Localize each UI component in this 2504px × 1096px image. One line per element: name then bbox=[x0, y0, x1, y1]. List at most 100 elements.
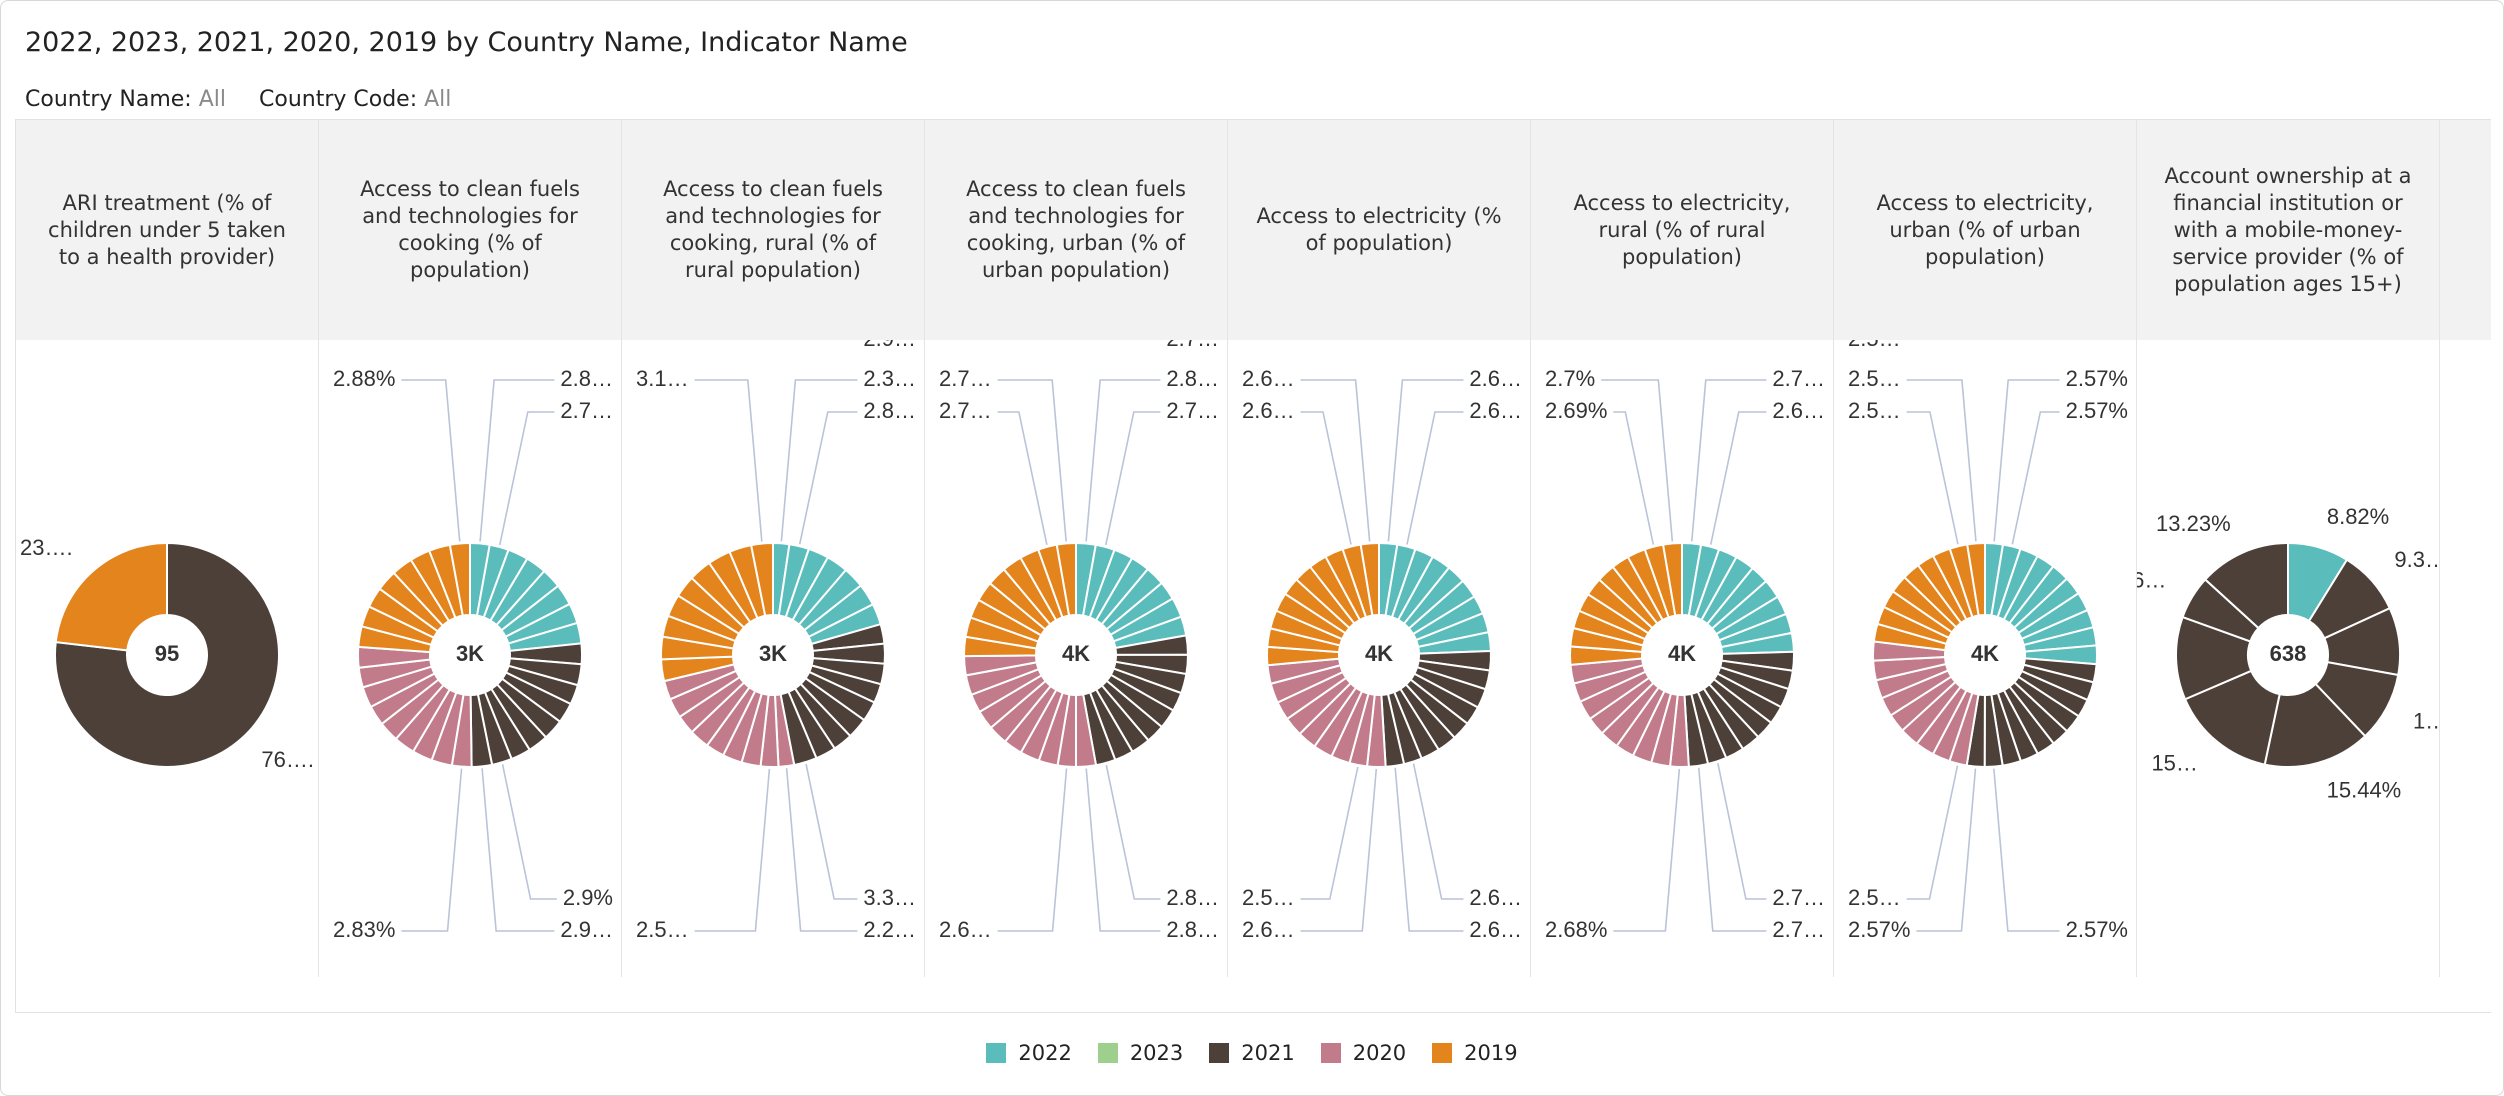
donut-chart: 95 76…. 23…. bbox=[20, 535, 314, 772]
chart-column: Access to electricity, urban (% of urban… bbox=[1834, 120, 2137, 977]
leader-line bbox=[1709, 411, 1767, 545]
center-label: 4K bbox=[1668, 641, 1696, 666]
value-label: 2.57% bbox=[2066, 398, 2128, 423]
legend-label: 2022 bbox=[1018, 1041, 1072, 1065]
value-label: 2.8… bbox=[560, 366, 613, 391]
leader-line bbox=[1906, 765, 1959, 900]
legend-swatch bbox=[1432, 1043, 1453, 1063]
chart-column: ARI treatment (% of children under 5 tak… bbox=[16, 120, 319, 977]
value-label: 2.6… bbox=[1242, 366, 1295, 391]
leader-line bbox=[501, 764, 557, 900]
donut-hole bbox=[733, 615, 813, 695]
value-label: 2.5… bbox=[1848, 885, 1901, 910]
donut-hole bbox=[1945, 615, 2025, 695]
value-label: 2.6… bbox=[1242, 398, 1295, 423]
legend-label: 2019 bbox=[1464, 1041, 1518, 1065]
chart-column: Access to electricity, rural (% of rural… bbox=[1531, 120, 1834, 977]
value-label: 2.5… bbox=[1848, 366, 1901, 391]
donut-chart: 3K 2.3… 2.8… 2.2… 3.3… 2.9… 2.5… 3.1… bbox=[636, 326, 916, 942]
value-label: 2.9% bbox=[563, 885, 613, 910]
donut-chart: 4K 2.7… 2.6… 2.7… 2.7… 2.68% 2.7% 2.69% bbox=[1545, 366, 1825, 942]
filter-value[interactable]: All bbox=[198, 87, 226, 112]
chart-column: Access to clean fuels and technologies f… bbox=[319, 120, 622, 977]
value-label: 2.68% bbox=[1545, 917, 1607, 942]
center-label: 3K bbox=[456, 641, 484, 666]
legend-item: 2020 bbox=[1320, 1041, 1406, 1065]
chart-title: Access to electricity (% of population) bbox=[1256, 204, 1502, 255]
center-label: 4K bbox=[1971, 641, 1999, 666]
leader-line bbox=[805, 763, 858, 900]
chart-title: Access to electricity, urban (% of urban… bbox=[1876, 190, 2094, 269]
value-label: 9.3… bbox=[2394, 547, 2439, 572]
page-title: 2022, 2023, 2021, 2020, 2019 by Country … bbox=[25, 27, 908, 58]
leader-line bbox=[1906, 411, 1959, 545]
leader-line bbox=[1406, 411, 1464, 545]
leader-line bbox=[1394, 767, 1464, 932]
leader-line bbox=[1993, 379, 2060, 542]
value-label: 8.82% bbox=[2327, 504, 2389, 529]
value-label: 2.57% bbox=[1848, 917, 1910, 942]
leader-line bbox=[1601, 379, 1674, 542]
value-label: 2.7… bbox=[939, 398, 992, 423]
value-label: 2.6… bbox=[1242, 917, 1295, 942]
value-label: 2.69% bbox=[1545, 398, 1607, 423]
leader-line bbox=[1717, 763, 1767, 900]
donut-hole bbox=[127, 615, 207, 695]
value-label: 2.8… bbox=[1166, 917, 1219, 942]
leader-line bbox=[498, 411, 555, 546]
filter-value[interactable]: All bbox=[424, 87, 452, 112]
center-label: 638 bbox=[2270, 641, 2307, 666]
leader-line bbox=[1613, 768, 1681, 932]
leader-line bbox=[997, 411, 1048, 545]
leader-line bbox=[481, 768, 555, 932]
value-label: 2.2… bbox=[863, 917, 916, 942]
leader-line bbox=[1085, 768, 1161, 932]
leader-line bbox=[694, 768, 771, 932]
chart-title: Access to clean fuels and technologies f… bbox=[663, 177, 883, 282]
leader-line bbox=[2011, 411, 2060, 545]
chart-column: Access to electricity (% of population) 4… bbox=[1228, 120, 1531, 977]
leader-line bbox=[1697, 767, 1767, 932]
chart-title: Account ownership at a financial institu… bbox=[2164, 163, 2412, 296]
leader-line bbox=[1387, 379, 1464, 542]
legend-swatch bbox=[1320, 1043, 1341, 1063]
value-label: 2.7… bbox=[1772, 917, 1825, 942]
value-label: 2.83% bbox=[333, 917, 395, 942]
center-label: 95 bbox=[155, 641, 179, 666]
chart-title: Access to clean fuels and technologies f… bbox=[360, 177, 580, 282]
value-label: 3.1… bbox=[636, 366, 689, 391]
value-label: 6… bbox=[2137, 567, 2166, 592]
value-label: 15.44% bbox=[2327, 777, 2402, 802]
leader-line bbox=[1916, 768, 1977, 932]
value-label: 23…. bbox=[20, 535, 73, 560]
filter-bar: Country Name: All Country Code: All bbox=[25, 87, 477, 112]
value-label: 2.7… bbox=[560, 398, 613, 423]
value-label: 2.7… bbox=[1166, 340, 1219, 351]
leader-line bbox=[1105, 411, 1161, 546]
leader-line bbox=[401, 768, 463, 932]
leader-line bbox=[1300, 768, 1378, 932]
value-label: 2.6… bbox=[939, 917, 992, 942]
chart-title: Access to electricity, rural (% of rural… bbox=[1573, 190, 1791, 269]
donut-hole bbox=[1036, 615, 1116, 695]
legend-label: 2023 bbox=[1129, 1041, 1184, 1065]
leader-line bbox=[1690, 379, 1767, 542]
leader-line bbox=[694, 379, 763, 542]
leader-line bbox=[1993, 768, 2060, 932]
legend: 2022 2023 2021 2020 2019 bbox=[1, 1041, 2503, 1065]
value-label: 2.6… bbox=[1469, 885, 1522, 910]
value-label: 1… bbox=[2413, 708, 2439, 733]
leader-line bbox=[785, 768, 858, 932]
value-label: 2.5… bbox=[1848, 398, 1901, 423]
legend-item: 2022 bbox=[986, 1041, 1072, 1065]
donut-chart: 4K 2.8… 2.7… 2.8… 2.8… 2.7… 2.6… 2.7… 2.7… bbox=[939, 326, 1219, 942]
value-label: 2.57% bbox=[2066, 366, 2128, 391]
leader-line bbox=[401, 379, 461, 542]
leader-line bbox=[798, 411, 858, 545]
value-label: 15… bbox=[2151, 751, 2197, 776]
leader-line bbox=[1105, 764, 1161, 900]
donut-chart: 4K 2.6… 2.6… 2.6… 2.6… 2.6… 2.5… 2.6… 2.6… bbox=[1242, 366, 1522, 942]
value-label: 2.5… bbox=[1848, 340, 1901, 351]
donut-hole bbox=[1339, 615, 1419, 695]
legend-swatch bbox=[1097, 1043, 1118, 1063]
